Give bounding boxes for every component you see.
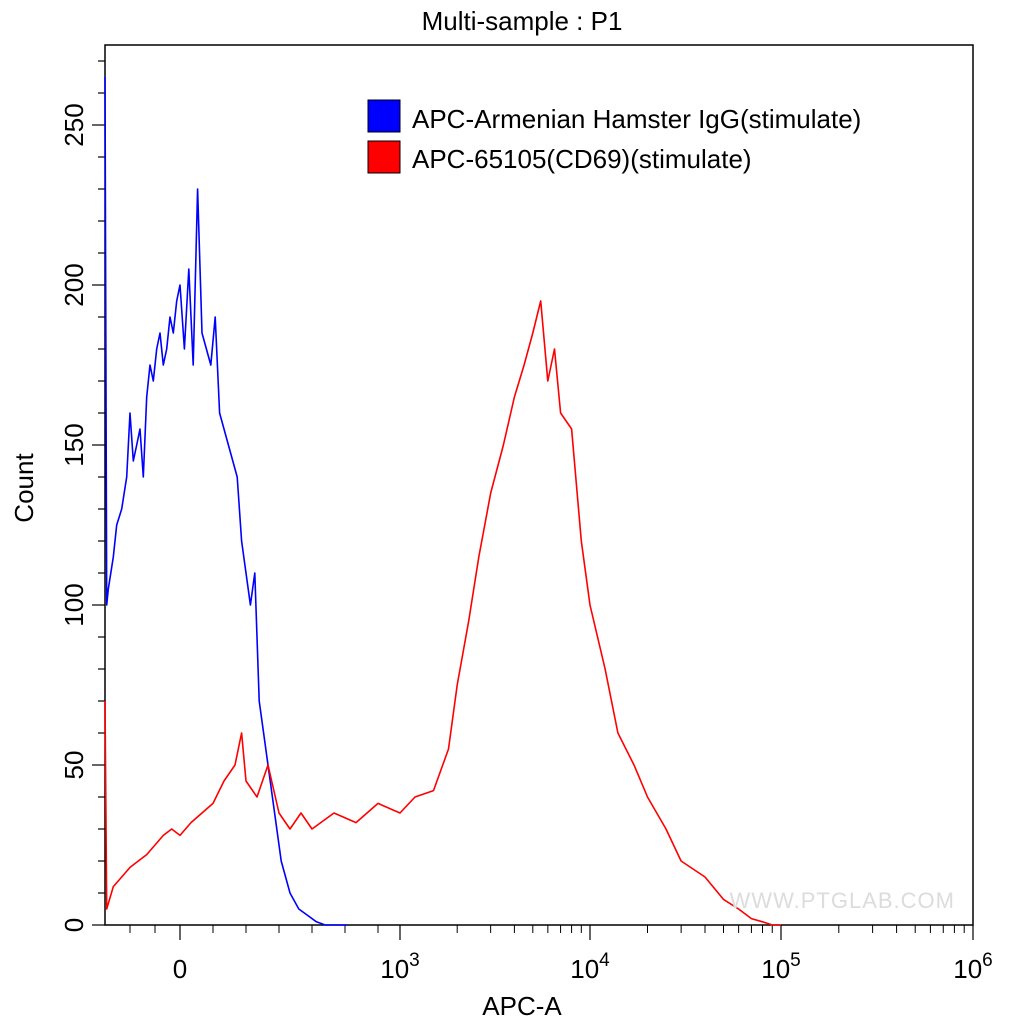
x-tick-label: 0 (173, 954, 187, 984)
x-tick-label: 103 (380, 950, 420, 984)
y-tick-label: 100 (59, 583, 89, 626)
legend: APC-Armenian Hamster IgG(stimulate) APC-… (367, 99, 861, 174)
y-tick-label: 200 (59, 263, 89, 306)
series-line-igg (104, 76, 348, 926)
series-line-cd69 (104, 300, 781, 926)
legend-swatch-igg (367, 99, 401, 133)
series-layer (104, 76, 781, 926)
y-tick-label: 250 (59, 103, 89, 146)
y-tick-label: 150 (59, 423, 89, 466)
x-tick-label: 105 (761, 950, 801, 984)
y-tick-label: 50 (59, 751, 89, 780)
y-axis-title: Count (9, 453, 39, 523)
chart-title: Multi-sample : P1 (422, 6, 623, 36)
x-tick-label: 104 (570, 950, 610, 984)
legend-label-cd69: APC-65105(CD69)(stimulate) (412, 144, 752, 174)
legend-swatch-cd69 (367, 140, 401, 174)
plot-frame (104, 44, 974, 926)
axis-ticks: 0 50 100 150 200 250 0 103 104 105 106 (59, 60, 993, 984)
x-axis-title: APC-A (482, 991, 562, 1021)
y-tick-label: 0 (59, 918, 89, 932)
watermark: WWW.PTGLAB.COM (730, 888, 955, 913)
legend-label-igg: APC-Armenian Hamster IgG(stimulate) (412, 104, 861, 134)
x-tick-label: 106 (953, 950, 993, 984)
